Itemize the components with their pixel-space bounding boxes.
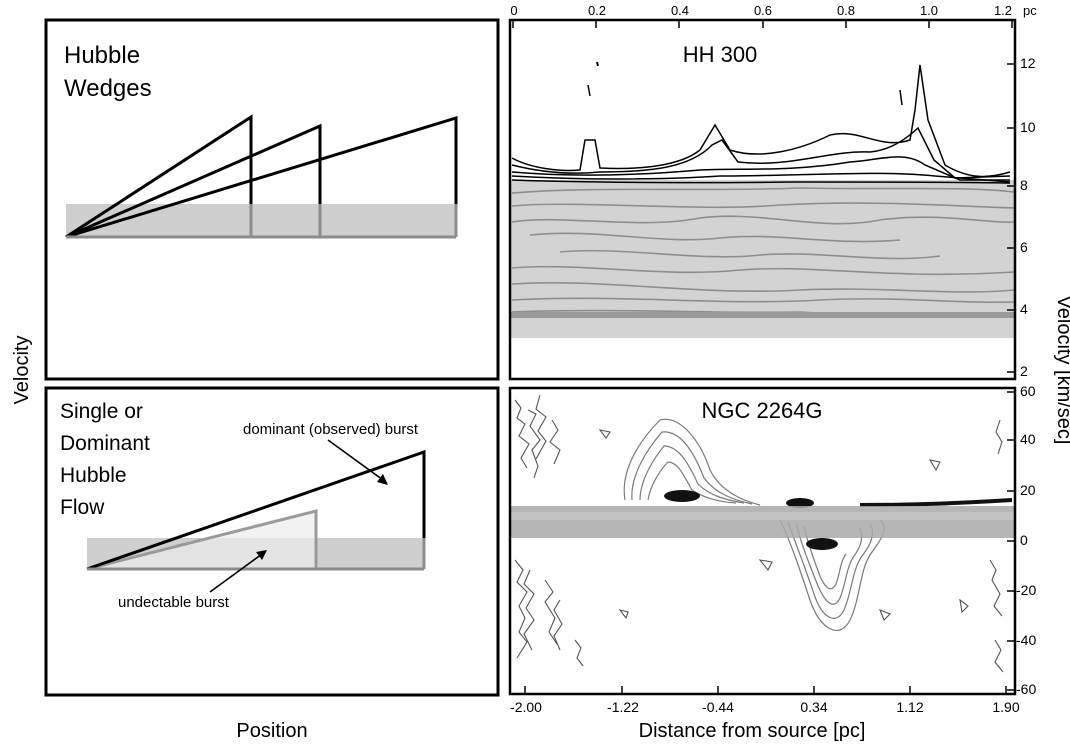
ngc-right-tick-m20: -20 xyxy=(1016,582,1036,598)
panel-title-l1: Single or xyxy=(60,400,143,423)
hh300-gray-thick-band xyxy=(510,312,1015,318)
bottom-tick-4: 1.12 xyxy=(896,699,923,715)
top-tick-1: 0.2 xyxy=(588,3,606,18)
ngc-right-tick-20: 20 xyxy=(1020,482,1036,498)
ngc-right-tick-40: 40 xyxy=(1020,431,1036,447)
ngc-dark-blob-2 xyxy=(786,498,814,508)
dominant-burst-label: dominant (observed) burst xyxy=(243,421,419,438)
dominant-flow-panel: Single or Dominant Hubble Flow dominant … xyxy=(44,386,500,697)
panel-title-line2: Wedges xyxy=(64,75,152,102)
ngc-gray-band-light xyxy=(510,512,1015,520)
right-tick-8: 8 xyxy=(1020,177,1028,193)
top-axis-ticks xyxy=(512,20,1013,28)
hh300-panel: HH 300 0 0.2 0.4 0.6 0.8 1.0 1.2 pc 2 4 … xyxy=(508,3,1037,381)
hubble-wedges-panel: Hubble Wedges xyxy=(44,18,500,381)
right-axis-ticks-bottom xyxy=(1007,391,1015,691)
dominant-wedge xyxy=(86,449,426,571)
hh300-contour-blip-1 xyxy=(596,61,599,67)
bottom-tick-1: -1.22 xyxy=(607,699,639,715)
ngc-right-tick-60: 60 xyxy=(1020,383,1036,399)
undetectable-wedge xyxy=(86,509,318,571)
ngc-gray-band xyxy=(510,506,1015,538)
undetectable-burst-label: undectable burst xyxy=(118,594,230,611)
panel-frame-bottom xyxy=(44,386,500,697)
undetectable-arrow xyxy=(209,553,263,593)
wedge-2 xyxy=(65,123,322,239)
top-tick-2: 0.4 xyxy=(671,3,689,18)
bottom-tick-5: 1.90 xyxy=(992,699,1019,715)
bottom-tick-2: -0.44 xyxy=(702,699,734,715)
ngc-title: NGC 2264G xyxy=(701,398,822,423)
left-ylabel: Velocity xyxy=(11,336,33,405)
ngc-right-tick-m40: -40 xyxy=(1016,632,1036,648)
ngc-right-tick-0: 0 xyxy=(1020,532,1028,548)
right-tick-12: 12 xyxy=(1020,55,1036,71)
top-unit: pc xyxy=(1023,3,1037,18)
undetectable-arrowhead xyxy=(256,550,267,560)
ngc-dark-blob-3 xyxy=(806,538,838,550)
right-ylabel: Velocity [km/sec] xyxy=(1053,296,1070,445)
top-tick-3: 0.6 xyxy=(754,3,772,18)
ngc2264g-panel: NGC 2264G 60 40 20 0 -20 -40 -60 -2.00 -… xyxy=(508,383,1036,715)
dominant-arrowhead xyxy=(377,474,388,485)
hh300-title: HH 300 xyxy=(683,42,758,67)
hh300-contour-blip-2 xyxy=(587,84,591,97)
ngc-frame xyxy=(508,386,1017,696)
right-xlabel: Distance from source [pc] xyxy=(639,720,866,742)
top-tick-0: 0 xyxy=(510,3,517,18)
bottom-tick-0: -2.00 xyxy=(510,699,542,715)
left-xlabel: Position xyxy=(236,720,307,742)
ngc-noise-contours xyxy=(514,394,1004,673)
bottom-tick-3: 0.34 xyxy=(800,699,827,715)
hh300-black-contours xyxy=(511,64,1011,184)
top-tick-5: 1.0 xyxy=(920,3,938,18)
right-tick-2: 2 xyxy=(1020,363,1028,379)
ngc-right-tick-m60: -60 xyxy=(1016,681,1036,697)
panel-title-line1: Hubble xyxy=(64,42,140,69)
top-tick-4: 0.8 xyxy=(837,3,855,18)
ngc-dark-streak xyxy=(859,498,1013,507)
hh300-contour-blip-3 xyxy=(899,89,903,106)
top-tick-6: 1.2 xyxy=(994,3,1012,18)
panel-title-l2: Dominant xyxy=(60,432,150,455)
wedge-1 xyxy=(65,114,253,239)
panel-title-l3: Hubble xyxy=(60,464,127,487)
panel-title-l4: Flow xyxy=(60,496,105,519)
right-tick-4: 4 xyxy=(1020,301,1028,317)
ngc-dark-blob-1 xyxy=(664,490,700,502)
right-axis-ticks-top xyxy=(1007,63,1015,373)
bottom-axis-ticks xyxy=(524,686,1007,694)
right-tick-6: 6 xyxy=(1020,239,1028,255)
dominant-arrow xyxy=(327,439,384,481)
panel-frame xyxy=(44,18,500,381)
ngc-outflow-contours xyxy=(623,418,885,631)
wedge-3 xyxy=(65,115,458,239)
right-tick-10: 10 xyxy=(1020,119,1036,135)
